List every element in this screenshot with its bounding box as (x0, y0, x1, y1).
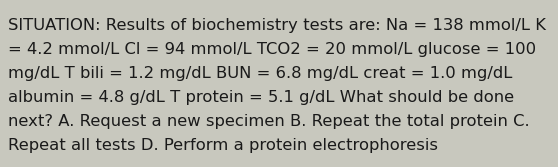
Text: albumin = 4.8 g/dL T protein = 5.1 g/dL What should be done: albumin = 4.8 g/dL T protein = 5.1 g/dL … (8, 90, 514, 105)
Text: SITUATION: Results of biochemistry tests are: Na = 138 mmol/L K: SITUATION: Results of biochemistry tests… (8, 18, 546, 33)
Text: mg/dL T bili = 1.2 mg/dL BUN = 6.8 mg/dL creat = 1.0 mg/dL: mg/dL T bili = 1.2 mg/dL BUN = 6.8 mg/dL… (8, 66, 512, 81)
Text: Repeat all tests D. Perform a protein electrophoresis: Repeat all tests D. Perform a protein el… (8, 138, 438, 153)
Text: next? A. Request a new specimen B. Repeat the total protein C.: next? A. Request a new specimen B. Repea… (8, 114, 530, 129)
Text: = 4.2 mmol/L Cl = 94 mmol/L TCO2 = 20 mmol/L glucose = 100: = 4.2 mmol/L Cl = 94 mmol/L TCO2 = 20 mm… (8, 42, 536, 57)
